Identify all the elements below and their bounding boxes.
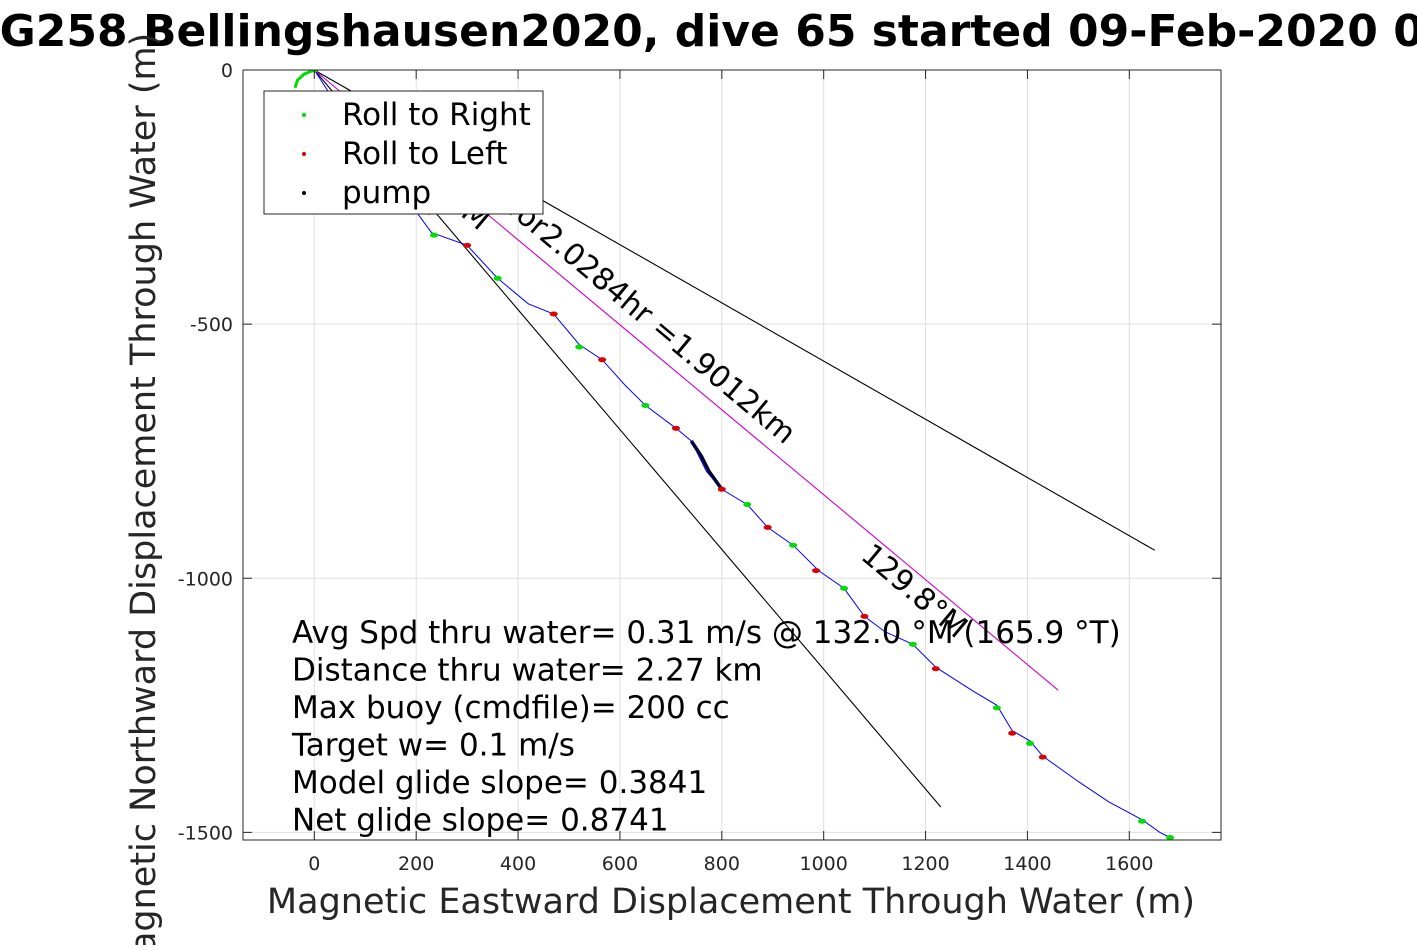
- roll-right-marker: [840, 585, 849, 591]
- x-tick-label: 1400: [1003, 853, 1051, 875]
- pump-segment: [689, 440, 724, 491]
- chart-title: SG258 Bellingshausen2020, dive 65 starte…: [0, 6, 1417, 57]
- y-axis-label: Magnetic Northward Displacement Through …: [124, 33, 164, 945]
- roll-right-marker: [1025, 740, 1034, 746]
- roll-right-marker: [1138, 818, 1147, 824]
- roll-left-marker: [717, 486, 726, 492]
- legend-marker: [302, 152, 306, 156]
- roll-left-marker: [549, 311, 558, 317]
- roll-left-marker: [463, 242, 472, 248]
- roll-left-marker: [763, 524, 772, 530]
- roll-left-marker: [1038, 754, 1047, 760]
- y-tick-label: -1500: [178, 822, 233, 844]
- roll-left-marker: [931, 666, 940, 672]
- roll-right-marker: [430, 232, 439, 238]
- axes-frame: [242, 69, 1222, 841]
- x-tick-label: 200: [398, 853, 434, 875]
- roll-right-marker: [493, 275, 502, 281]
- legend-marker: [302, 113, 306, 117]
- x-tick-label: 400: [500, 853, 536, 875]
- x-axis-label: Magnetic Eastward Displacement Through W…: [267, 882, 1195, 922]
- legend-label: Roll to Right: [342, 97, 531, 133]
- roll-left-marker: [598, 357, 607, 363]
- roll-left-marker: [1008, 730, 1017, 736]
- roll-right-marker: [575, 344, 584, 350]
- x-tick-label: 600: [602, 853, 638, 875]
- summary-line: Max buoy (cmdfile)= 200 cc: [292, 690, 730, 726]
- roll-right-marker: [992, 705, 1001, 711]
- summary-line: Avg Spd thru water= 0.31 m/s @ 132.0 °M …: [292, 615, 1121, 651]
- x-tick-label: 1000: [800, 853, 848, 875]
- summary-line: Target w= 0.1 m/s: [291, 728, 575, 764]
- y-tick-label: 0: [221, 60, 233, 82]
- legend-label: pump: [342, 175, 431, 211]
- legend-box: [263, 90, 544, 215]
- roll-left-marker: [860, 613, 869, 619]
- roll-right-marker: [789, 542, 798, 548]
- y-tick-label: -1000: [178, 568, 233, 590]
- x-tick-label: 1200: [901, 853, 949, 875]
- roll-right-marker: [641, 402, 650, 408]
- summary-line: Net glide slope= 0.8741: [292, 803, 669, 839]
- x-tick-label: 1600: [1105, 853, 1153, 875]
- roll-right-marker: [1166, 834, 1175, 840]
- legend-label: Roll to Left: [342, 136, 508, 172]
- summary-line: Model glide slope= 0.3841: [292, 765, 707, 801]
- summary-line: Distance thru water= 2.27 km: [292, 653, 763, 689]
- roll-right-marker: [743, 502, 752, 508]
- roll-left-marker: [812, 568, 821, 574]
- x-tick-label: 0: [308, 853, 320, 875]
- y-tick-label: -500: [190, 314, 233, 336]
- legend-marker: [302, 191, 306, 195]
- roll-right-marker: [908, 641, 917, 647]
- x-tick-label: 800: [704, 853, 740, 875]
- roll-left-marker: [671, 425, 680, 431]
- start-loop: [293, 70, 315, 89]
